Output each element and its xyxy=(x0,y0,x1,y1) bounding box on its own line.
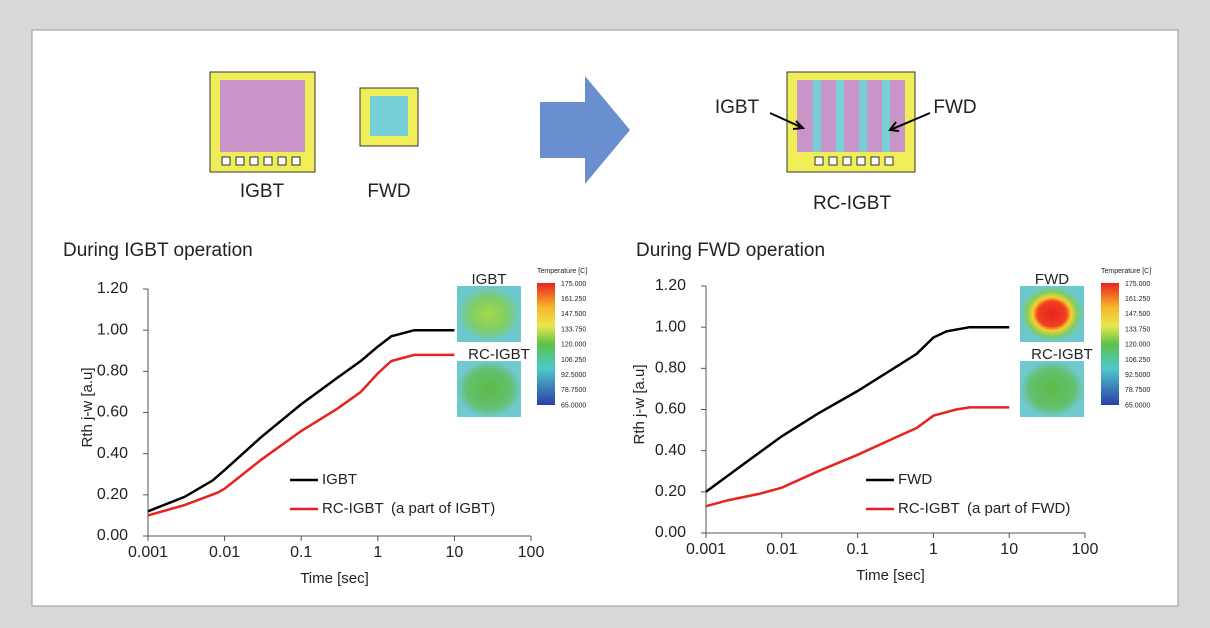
thermal-image xyxy=(457,286,521,342)
pad xyxy=(885,157,893,165)
pointer-label: IGBT xyxy=(715,97,760,118)
legend-label: RC-IGBT xyxy=(898,500,960,517)
colorbar-label: 120.000 xyxy=(561,342,586,349)
colorbar xyxy=(1101,283,1119,405)
y-tick-label: 0.00 xyxy=(97,527,128,544)
annotation: (a part of FWD) xyxy=(967,500,1070,517)
y-tick-label: 0.20 xyxy=(655,483,686,500)
pad xyxy=(871,157,879,165)
y-axis-label: Rth j-w [a.u] xyxy=(631,364,648,444)
legend-label: RC-IGBT xyxy=(322,500,384,517)
x-tick-label: 0.001 xyxy=(686,541,726,558)
pad xyxy=(843,157,851,165)
x-tick-label: 100 xyxy=(518,544,545,561)
pad xyxy=(815,157,823,165)
y-tick-label: 0.60 xyxy=(655,401,686,418)
figure: IGBT FWD RC-IGBT IGBT FWD During IGBT op… xyxy=(0,0,1210,628)
x-tick-label: 10 xyxy=(446,544,464,561)
y-tick-label: 1.00 xyxy=(97,321,128,338)
colorbar-label: 106.250 xyxy=(1125,357,1150,364)
colorbar-title: Temperature [C] xyxy=(537,268,587,275)
colorbar-label: 147.500 xyxy=(1125,311,1150,318)
thermal-image xyxy=(457,361,521,417)
colorbar-label: 133.750 xyxy=(561,326,586,333)
x-tick-label: 0.1 xyxy=(846,541,868,558)
legend-label: FWD xyxy=(898,471,932,488)
x-tick-label: 1 xyxy=(373,544,382,561)
fwd-chip xyxy=(360,88,418,146)
x-tick-label: 10 xyxy=(1000,541,1018,558)
pad xyxy=(857,157,865,165)
x-axis-label: Time [sec] xyxy=(856,567,925,584)
pad xyxy=(278,157,286,165)
y-tick-label: 0.80 xyxy=(655,360,686,377)
colorbar-label: 92.5000 xyxy=(1125,372,1150,379)
colorbar-label: 161.250 xyxy=(561,296,586,303)
thermal-image xyxy=(1020,286,1084,342)
pad xyxy=(829,157,837,165)
colorbar-label: 65.0000 xyxy=(1125,402,1150,409)
colorbar-label: 78.7500 xyxy=(561,387,586,394)
y-axis-label: Rth j-w [a.u] xyxy=(79,367,96,447)
y-tick-label: 0.80 xyxy=(97,363,128,380)
chip-label: IGBT xyxy=(240,181,285,202)
y-tick-label: 1.00 xyxy=(655,318,686,335)
colorbar-label: 106.250 xyxy=(561,357,586,364)
x-axis-label: Time [sec] xyxy=(300,570,369,587)
colorbar-label: 65.0000 xyxy=(561,402,586,409)
colorbar-label: 161.250 xyxy=(1125,296,1150,303)
thumbnail-label: RC-IGBT xyxy=(468,346,530,363)
y-tick-label: 0.40 xyxy=(97,445,128,462)
pad xyxy=(222,157,230,165)
y-tick-label: 1.20 xyxy=(97,280,128,297)
chart-title: During FWD operation xyxy=(636,240,825,261)
annotation: (a part of IGBT) xyxy=(391,500,495,517)
colorbar-label: 175.000 xyxy=(1125,281,1150,288)
colorbar xyxy=(537,283,555,405)
pointer-label: FWD xyxy=(933,97,976,118)
colorbar-label: 78.7500 xyxy=(1125,387,1150,394)
x-tick-label: 0.01 xyxy=(209,544,240,561)
chip-label: RC-IGBT xyxy=(813,193,892,214)
colorbar-label: 133.750 xyxy=(1125,326,1150,333)
x-tick-label: 1 xyxy=(929,541,938,558)
chart-title: During IGBT operation xyxy=(63,240,253,261)
pad xyxy=(264,157,272,165)
thermal-image xyxy=(1020,361,1084,417)
x-tick-label: 100 xyxy=(1072,541,1099,558)
legend-label: IGBT xyxy=(322,471,357,488)
y-tick-label: 1.20 xyxy=(655,277,686,294)
x-tick-label: 0.01 xyxy=(766,541,797,558)
x-tick-label: 0.1 xyxy=(290,544,312,561)
thumbnail-label: FWD xyxy=(1035,271,1069,288)
y-tick-label: 0.40 xyxy=(655,442,686,459)
colorbar-title: Temperature [C] xyxy=(1101,268,1151,275)
y-tick-label: 0.00 xyxy=(655,524,686,541)
y-tick-label: 0.20 xyxy=(97,486,128,503)
pad xyxy=(236,157,244,165)
pad xyxy=(250,157,258,165)
pad xyxy=(292,157,300,165)
colorbar-label: 175.000 xyxy=(561,281,586,288)
y-tick-label: 0.60 xyxy=(97,404,128,421)
colorbar-label: 120.000 xyxy=(1125,342,1150,349)
x-tick-label: 0.001 xyxy=(128,544,168,561)
thumbnail-label: RC-IGBT xyxy=(1031,346,1093,363)
chip-label: FWD xyxy=(367,181,410,202)
thumbnail-label: IGBT xyxy=(471,271,506,288)
colorbar-label: 147.500 xyxy=(561,311,586,318)
colorbar-label: 92.5000 xyxy=(561,372,586,379)
